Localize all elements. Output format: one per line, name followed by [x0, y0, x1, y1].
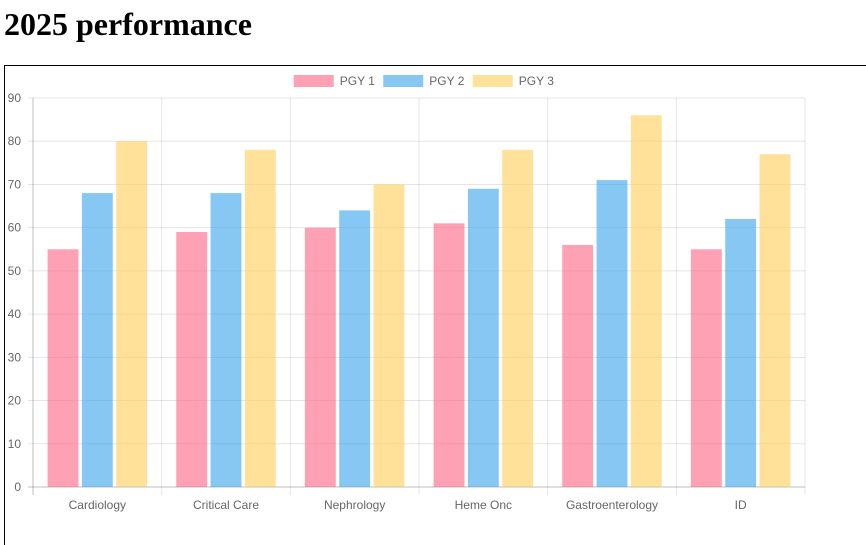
x-tick-label: ID — [735, 498, 747, 512]
bar — [690, 249, 722, 487]
bar — [562, 244, 594, 487]
bar — [210, 193, 242, 488]
y-tick-label: 20 — [8, 394, 22, 408]
grid-lines — [28, 97, 806, 495]
bar — [725, 219, 757, 487]
x-tick-label: Gastroenterology — [566, 498, 658, 512]
bar — [339, 210, 371, 487]
y-tick-label: 50 — [8, 264, 22, 278]
x-tick-label: Nephrology — [324, 498, 385, 512]
x-axis-ticks: Cardiology Critical Care Nephrology Heme On… — [69, 498, 747, 512]
bar — [176, 231, 208, 487]
x-tick-label: Cardiology — [69, 498, 126, 512]
bar — [116, 141, 148, 487]
legend-label: PGY 3 — [519, 74, 554, 88]
y-tick-label: 10 — [8, 437, 22, 451]
bar — [630, 115, 662, 488]
y-tick-label: 60 — [8, 221, 22, 235]
bar — [502, 149, 534, 487]
bar — [81, 193, 113, 488]
y-tick-label: 70 — [8, 177, 22, 191]
page-title: 2025 performance — [4, 6, 252, 42]
bar — [47, 249, 79, 487]
legend: PGY 1 PGY 2 PGY 3 — [293, 74, 554, 88]
bar — [759, 154, 791, 487]
legend-label: PGY 2 — [429, 74, 464, 88]
legend-swatch — [383, 75, 424, 87]
y-tick-label: 90 — [8, 91, 22, 105]
y-tick-label: 40 — [8, 307, 22, 321]
x-tick-label: Critical Care — [193, 498, 259, 512]
y-tick-label: 30 — [8, 350, 22, 364]
bar — [433, 223, 465, 487]
legend-label: PGY 1 — [340, 74, 375, 88]
bar — [467, 188, 499, 487]
bar — [373, 184, 405, 487]
bar — [304, 227, 336, 487]
y-axis-ticks: 0 10 20 30 40 50 60 70 80 90 — [8, 91, 22, 494]
y-tick-label: 80 — [8, 134, 22, 148]
bar — [596, 180, 628, 487]
x-tick-label: Heme Onc — [455, 498, 512, 512]
legend-swatch — [472, 75, 513, 87]
y-tick-label: 0 — [14, 480, 21, 494]
bar — [244, 149, 276, 487]
legend-swatch — [293, 75, 334, 87]
chart-frame — [4, 65, 866, 545]
bars — [47, 115, 791, 488]
